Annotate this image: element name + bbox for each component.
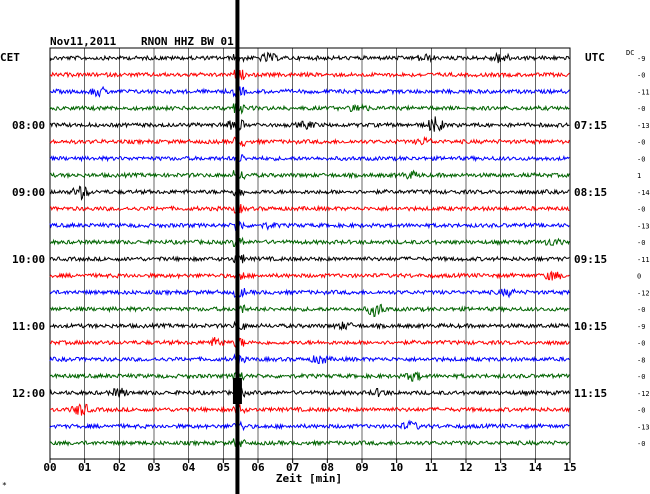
seismic-trace-line [49, 253, 570, 264]
left-hour-label: 09:00 [12, 186, 45, 199]
seismic-trace-line [49, 419, 570, 432]
right-hour-label: 10:15 [574, 320, 607, 333]
seismic-trace-line [49, 303, 570, 318]
dc-value-label: -12 [637, 390, 650, 398]
seismic-trace-line [49, 336, 570, 349]
dc-value-label: -8 [637, 356, 645, 364]
x-tick-label: 14 [529, 461, 543, 474]
header-station: RNON HHZ BW 01 [141, 35, 234, 48]
dc-value-label: -0 [637, 340, 645, 348]
seismic-trace-line [49, 320, 570, 331]
x-tick-label: 10 [390, 461, 403, 474]
event-burst-mark [232, 378, 242, 404]
seismic-trace-line [49, 135, 570, 148]
seismic-trace-line [49, 185, 570, 201]
x-tick-label: 09 [355, 461, 368, 474]
dc-value-label: -9 [637, 323, 645, 331]
right-hour-label: 09:15 [574, 253, 607, 266]
seismic-trace-line [49, 69, 570, 81]
dc-value-label: -0 [637, 440, 645, 448]
dc-value-label: -0 [637, 206, 645, 214]
dc-value-label: -0 [637, 239, 645, 247]
seismic-trace-line [49, 153, 570, 163]
dc-label: DC [626, 49, 634, 57]
dc-value-label: -0 [637, 139, 645, 147]
dc-value-label: -0 [637, 72, 645, 80]
dc-value-label: -9 [637, 55, 645, 63]
x-tick-label: 13 [494, 461, 507, 474]
left-hour-label: 08:00 [12, 119, 45, 132]
left-hour-label: 10:00 [12, 253, 45, 266]
timezone-left-label: CET [0, 51, 20, 64]
x-tick-label: 12 [459, 461, 472, 474]
dc-value-label: -11 [637, 256, 650, 264]
seismic-trace-line [49, 438, 570, 448]
seismic-trace-line [49, 403, 570, 416]
seismic-trace-line [49, 116, 570, 133]
dc-value-label: -12 [637, 289, 650, 297]
left-hour-label: 12:00 [12, 387, 45, 400]
x-tick-label: 07 [286, 461, 299, 474]
dc-value-label: -13 [637, 122, 650, 130]
corner-mark: * [2, 481, 7, 490]
seismic-trace-line [49, 353, 570, 365]
seismic-trace-line [49, 288, 570, 299]
seismic-trace-line [49, 220, 570, 232]
x-tick-label: 01 [78, 461, 92, 474]
dc-value-label: -14 [637, 189, 650, 197]
seismic-trace-line [49, 270, 570, 281]
x-tick-label: 04 [182, 461, 196, 474]
seismic-trace-line [49, 85, 570, 98]
x-tick-label: 05 [217, 461, 230, 474]
dc-value-label: -0 [637, 155, 645, 163]
x-axis-label: Zeit [min] [276, 472, 342, 485]
dc-value-label: -0 [637, 105, 645, 113]
seismic-trace-line [49, 51, 570, 64]
dc-value-label: 1 [637, 172, 641, 180]
seismic-trace-line [49, 387, 570, 399]
x-tick-label: 03 [147, 461, 160, 474]
right-hour-label: 11:15 [574, 387, 607, 400]
dc-value-label: -11 [637, 88, 650, 96]
dc-value-label: -0 [637, 373, 645, 381]
dc-value-label: -13 [637, 222, 650, 230]
dc-value-label: 0 [637, 273, 641, 281]
seismic-trace-line [49, 169, 570, 181]
header-date: Nov11,2011 [50, 35, 117, 48]
dc-value-label: -0 [637, 407, 645, 415]
x-tick-label: 06 [251, 461, 265, 474]
seismic-trace-line [49, 102, 570, 115]
left-hour-label: 11:00 [12, 320, 45, 333]
seismic-trace-line [49, 203, 570, 214]
timezone-right-label: UTC [585, 51, 605, 64]
x-tick-label: 11 [425, 461, 439, 474]
plot-frame [49, 47, 571, 460]
x-tick-label: 08 [321, 461, 334, 474]
seismic-trace-line [49, 236, 570, 248]
dc-value-label: -13 [637, 423, 650, 431]
x-tick-label: 02 [113, 461, 126, 474]
dc-value-label: -0 [637, 306, 645, 314]
x-tick-label: 15 [563, 461, 576, 474]
x-tick-label: 00 [43, 461, 56, 474]
right-hour-label: 08:15 [574, 186, 607, 199]
right-hour-label: 07:15 [574, 119, 607, 132]
seismic-trace-line [49, 371, 570, 382]
